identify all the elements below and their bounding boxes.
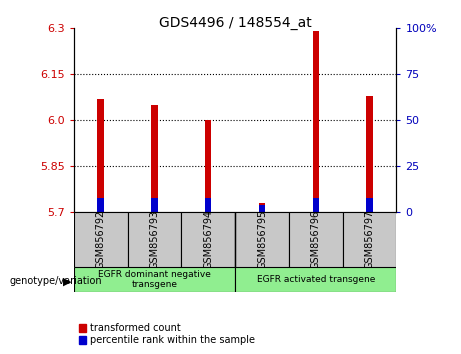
Text: GSM856794: GSM856794 [203,210,213,269]
Text: genotype/variation: genotype/variation [9,276,102,286]
Bar [343,212,396,267]
Bar [205,120,212,212]
Text: GDS4496 / 148554_at: GDS4496 / 148554_at [159,16,312,30]
Text: GSM856795: GSM856795 [257,210,267,269]
Text: GSM856796: GSM856796 [311,210,321,269]
Bar [151,198,158,212]
Bar [313,198,319,212]
Bar [97,99,104,212]
Text: GSM856792: GSM856792 [95,210,106,269]
Bar [235,267,396,292]
Bar [74,267,235,292]
Text: ▶: ▶ [63,276,71,286]
Bar [313,32,319,212]
Text: GSM856797: GSM856797 [365,210,375,269]
Text: EGFR dominant negative
transgene: EGFR dominant negative transgene [98,270,211,289]
Bar [128,212,181,267]
Bar [366,198,373,212]
Bar [181,212,235,267]
Bar [366,96,373,212]
Bar [289,212,343,267]
Text: EGFR activated transgene: EGFR activated transgene [257,275,375,284]
Bar [97,198,104,212]
Bar [235,212,289,267]
Bar [151,105,158,212]
Legend: transformed count, percentile rank within the sample: transformed count, percentile rank withi… [79,324,255,346]
Bar [259,205,265,212]
Text: GSM856793: GSM856793 [149,210,160,269]
Bar [74,212,128,267]
Bar [259,203,265,212]
Bar [205,198,212,212]
